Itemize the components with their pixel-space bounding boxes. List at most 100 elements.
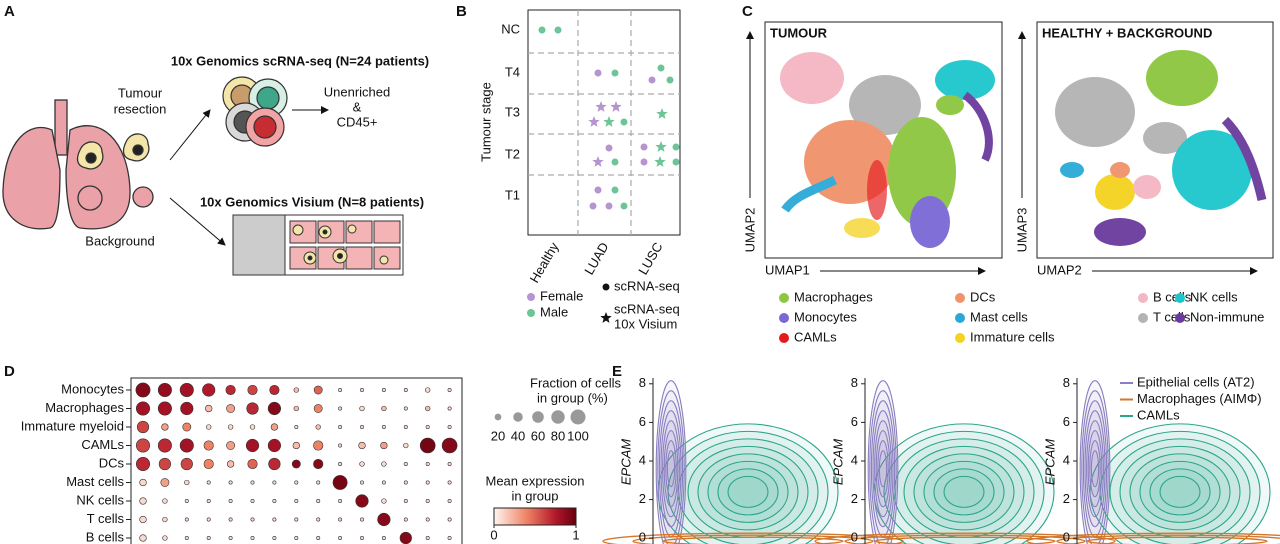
legend-swatch [779, 293, 789, 303]
dot [441, 437, 458, 454]
umap-healthy [1055, 50, 1267, 246]
dot [206, 536, 211, 540]
y-tick-label: 0 [639, 530, 646, 544]
dot [227, 424, 234, 430]
y-axis-label: EPCAM [830, 439, 845, 485]
panel-label: D [4, 363, 15, 380]
dot [135, 456, 151, 472]
dot [180, 401, 194, 416]
dot [179, 438, 194, 453]
enrichment-label: Unenriched [324, 84, 391, 99]
contour [666, 450, 676, 488]
density-panel: 0 2 4 6 8 EPCAM [814, 375, 1116, 544]
contour [662, 536, 844, 544]
background-label: Background [85, 233, 154, 248]
dot [419, 437, 436, 454]
dot [247, 384, 258, 396]
size-legend-label: 80 [551, 428, 565, 443]
size-legend-label: 60 [531, 428, 545, 443]
dot [360, 480, 364, 485]
dot [226, 404, 236, 413]
row-label: Macrophages [45, 400, 124, 415]
dot [272, 499, 277, 503]
dot [162, 535, 168, 541]
contour [657, 390, 685, 544]
dot [269, 384, 280, 396]
dot [447, 388, 452, 392]
dot [160, 478, 170, 487]
dot [157, 438, 172, 453]
x-tick-label: LUSC [635, 240, 665, 278]
contour [1026, 532, 1280, 544]
legend-swatch [1138, 293, 1148, 303]
legend-label: Macrophages (AIMΦ) [1137, 391, 1262, 406]
colorbar-label: 1 [572, 527, 579, 542]
contour [1090, 450, 1100, 488]
legend-label: Mast cells [970, 309, 1028, 324]
axis-label: UMAP1 [765, 262, 810, 277]
dot [294, 536, 299, 540]
dot [381, 388, 386, 392]
contour [923, 460, 1005, 523]
dot [206, 517, 211, 522]
legend-label: Monocytes [794, 309, 857, 324]
dot [203, 440, 214, 451]
plot-frame [527, 9, 681, 236]
contour [727, 475, 769, 508]
y-tick-label: T3 [505, 104, 520, 119]
umap-title: HEALTHY + BACKGROUND [1042, 25, 1212, 40]
contour [1086, 536, 1268, 544]
dot [250, 480, 255, 485]
panel-c: C TUMOUR HEALTHY + BACKGROUND UMAP1 UMAP… [742, 3, 1274, 344]
dot [377, 512, 391, 527]
dot [162, 516, 168, 523]
dot [182, 422, 192, 432]
density-panel: 0 2 4 6 8 EPCAM [602, 375, 904, 544]
dot [139, 497, 147, 505]
umap-tumour [780, 52, 995, 248]
size-legend-dot [570, 409, 586, 425]
legend-label: Female [540, 288, 583, 303]
dot [206, 499, 211, 503]
y-tick-label: T1 [505, 187, 520, 202]
contour [632, 534, 874, 544]
y-tick-label: 0 [851, 530, 858, 544]
dot [250, 499, 255, 503]
dot [250, 536, 255, 540]
dot [139, 534, 147, 542]
legend-swatch [955, 313, 965, 323]
dot [206, 424, 212, 430]
legend-label: NK cells [1190, 289, 1238, 304]
y-tick-label: 8 [851, 375, 858, 390]
dot [425, 405, 431, 412]
resection-label: Tumour [118, 85, 163, 100]
dot [447, 406, 452, 411]
row-label: B cells [86, 529, 125, 544]
enrichment-label: CD45+ [337, 114, 378, 129]
panel-label: C [742, 3, 753, 20]
legend-title: Mean expression [486, 473, 585, 488]
dot [294, 517, 299, 522]
contour [814, 532, 1116, 544]
dot [249, 424, 256, 430]
dot [338, 499, 343, 503]
dot [313, 440, 324, 451]
dot [162, 498, 168, 504]
dot [360, 425, 364, 429]
contour [1129, 453, 1231, 531]
patient-points [538, 26, 680, 210]
size-legend-label: 40 [511, 428, 525, 443]
legend-label: Macrophages [794, 289, 873, 304]
dot [359, 405, 365, 412]
dot [359, 461, 365, 467]
dot [205, 404, 213, 413]
dot [313, 404, 323, 413]
dot [272, 517, 277, 522]
dot [206, 480, 211, 485]
dot [403, 499, 408, 503]
colorbar-label: 0 [490, 527, 497, 542]
dot [399, 531, 412, 544]
contour [869, 390, 897, 544]
